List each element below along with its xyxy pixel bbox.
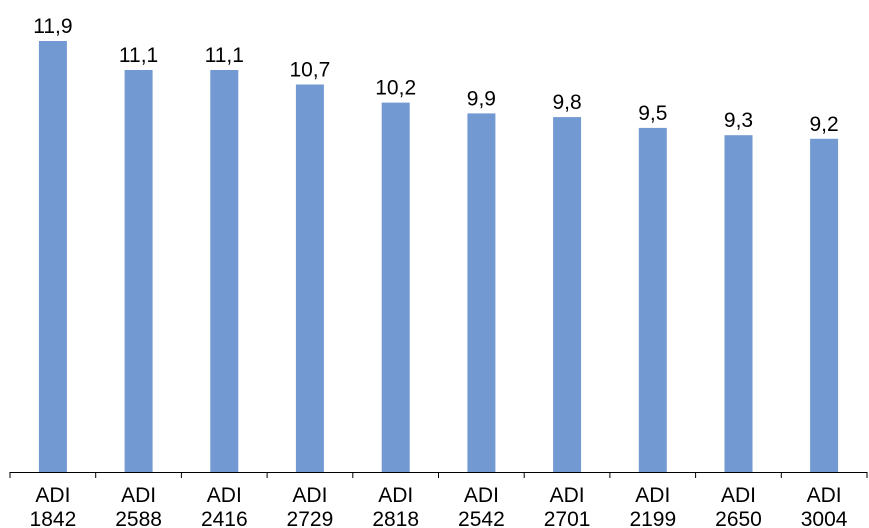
value-label-adi-2588: 11,1 <box>119 44 158 67</box>
value-label-adi-2650: 9,3 <box>724 109 753 132</box>
value-label-adi-2729: 10,7 <box>289 59 330 82</box>
bar-adi-2729 <box>295 84 324 472</box>
tick-label-adi-2818: ADI 2818 <box>372 484 419 528</box>
tick-label-adi-2542: ADI 2542 <box>458 484 505 528</box>
bar-adi-2701 <box>553 117 582 472</box>
x-axis-ticks-group <box>9 472 868 478</box>
tick-label-adi-2588: ADI 2588 <box>115 484 162 528</box>
tick-label-adi-2729: ADI 2729 <box>287 484 334 528</box>
value-label-adi-2818: 10,2 <box>375 77 416 100</box>
x-axis-tick-labels-group: ADI 1842 ADI 2588 ADI 2416 ADI 2729 ADI 2818 ADI 25… <box>30 484 848 528</box>
value-label-adi-1842: 11,9 <box>33 15 72 38</box>
bar-adi-2542 <box>467 113 496 473</box>
tick-label-adi-1842: ADI 1842 <box>30 484 77 528</box>
bar-adi-2818 <box>381 102 410 472</box>
value-label-adi-2542: 9,9 <box>467 87 496 110</box>
bar-adi-2650 <box>724 135 753 472</box>
bar-adi-2199 <box>638 127 667 473</box>
bar-adi-1842 <box>38 41 67 472</box>
bar-adi-2416 <box>210 70 239 472</box>
tick-label-adi-2199: ADI 2199 <box>629 484 676 528</box>
value-label-adi-2701: 9,8 <box>552 91 581 114</box>
tick-label-adi-2650: ADI 2650 <box>715 484 762 528</box>
bar-adi-2588 <box>124 70 153 472</box>
value-label-adi-2416: 11,1 <box>205 44 244 67</box>
value-label-adi-2199: 9,5 <box>638 102 667 125</box>
bars-group <box>38 41 839 473</box>
tick-label-adi-3004: ADI 3004 <box>801 484 848 528</box>
value-labels-group: 11,9 11,1 11,1 10,7 10,2 9,9 9,8 9,5 9,3 9,2 <box>33 15 838 136</box>
bar-adi-3004 <box>810 138 839 473</box>
tick-label-adi-2416: ADI 2416 <box>201 484 248 528</box>
value-label-adi-3004: 9,2 <box>809 113 838 136</box>
tick-label-adi-2701: ADI 2701 <box>544 484 591 528</box>
